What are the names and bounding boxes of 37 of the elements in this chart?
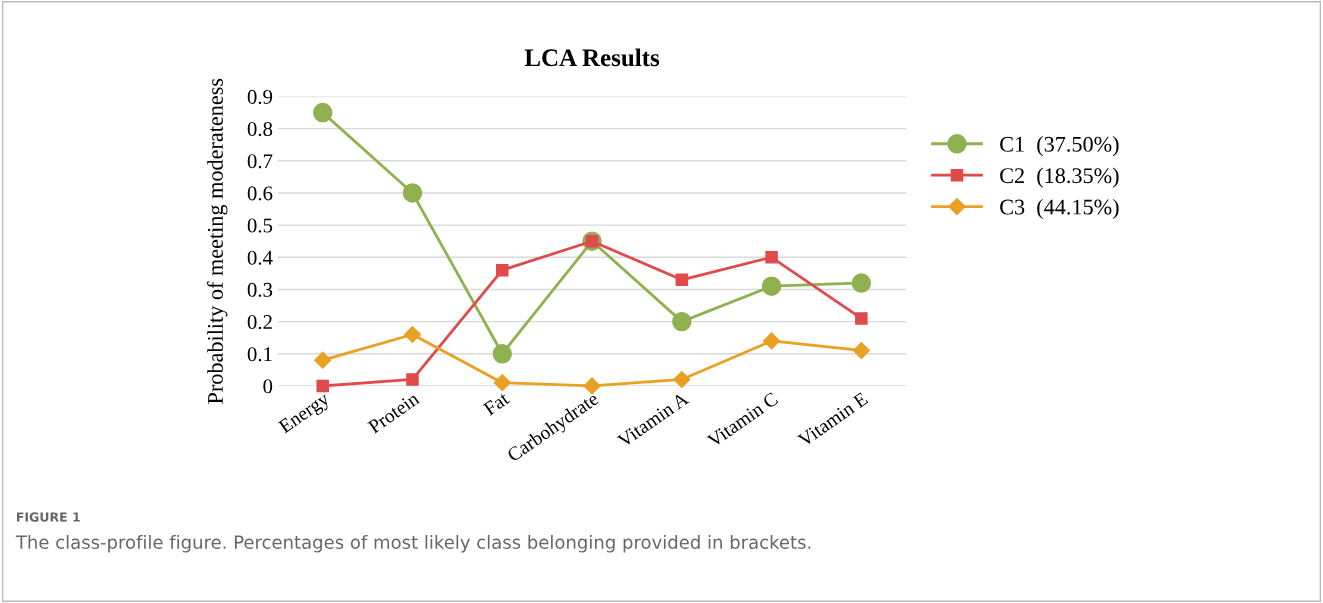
y-tick-label: 0.1 <box>247 347 272 362</box>
y-tick-label: 0.9 <box>247 89 273 104</box>
legend-label: C3 (44.15%) <box>1000 198 1119 220</box>
point <box>675 273 689 287</box>
y-tick-label: 0.8 <box>247 122 273 137</box>
point <box>672 311 692 332</box>
point <box>402 183 423 203</box>
point <box>496 263 509 277</box>
legend-label: C2 (18.35%) <box>1000 167 1119 188</box>
legend-label: C1 (37.50%) <box>1000 136 1119 157</box>
x-tick-label: Fat <box>482 391 511 416</box>
point <box>493 374 511 392</box>
point <box>316 379 329 393</box>
point <box>765 251 778 264</box>
y-tick-label: 0.4 <box>247 250 273 265</box>
point <box>855 312 868 325</box>
y-tick-label: 0 <box>263 379 273 394</box>
point <box>763 332 781 350</box>
point <box>583 377 601 395</box>
caption: FIGURE 1 <box>17 512 80 522</box>
y-tick-label: 0.3 <box>247 282 273 297</box>
chart-title: LCA Results <box>524 48 660 67</box>
point <box>851 273 872 293</box>
point <box>673 370 691 389</box>
point <box>312 102 333 123</box>
y-tick-label: 0.6 <box>247 186 273 201</box>
point <box>761 276 782 296</box>
text: The class-profile figure. Percentages of most likely class belonging provided in brackets. <box>15 535 811 553</box>
point <box>314 351 332 369</box>
y-tick-label: 0.5 <box>247 218 273 233</box>
point <box>852 341 870 360</box>
y-axis-title: Probability of meeting moderateness <box>207 78 228 404</box>
y-tick-label: 0.2 <box>247 314 272 330</box>
point <box>492 344 512 364</box>
y-tick-label: 0.7 <box>247 154 273 169</box>
point <box>403 325 422 344</box>
point <box>406 373 419 386</box>
